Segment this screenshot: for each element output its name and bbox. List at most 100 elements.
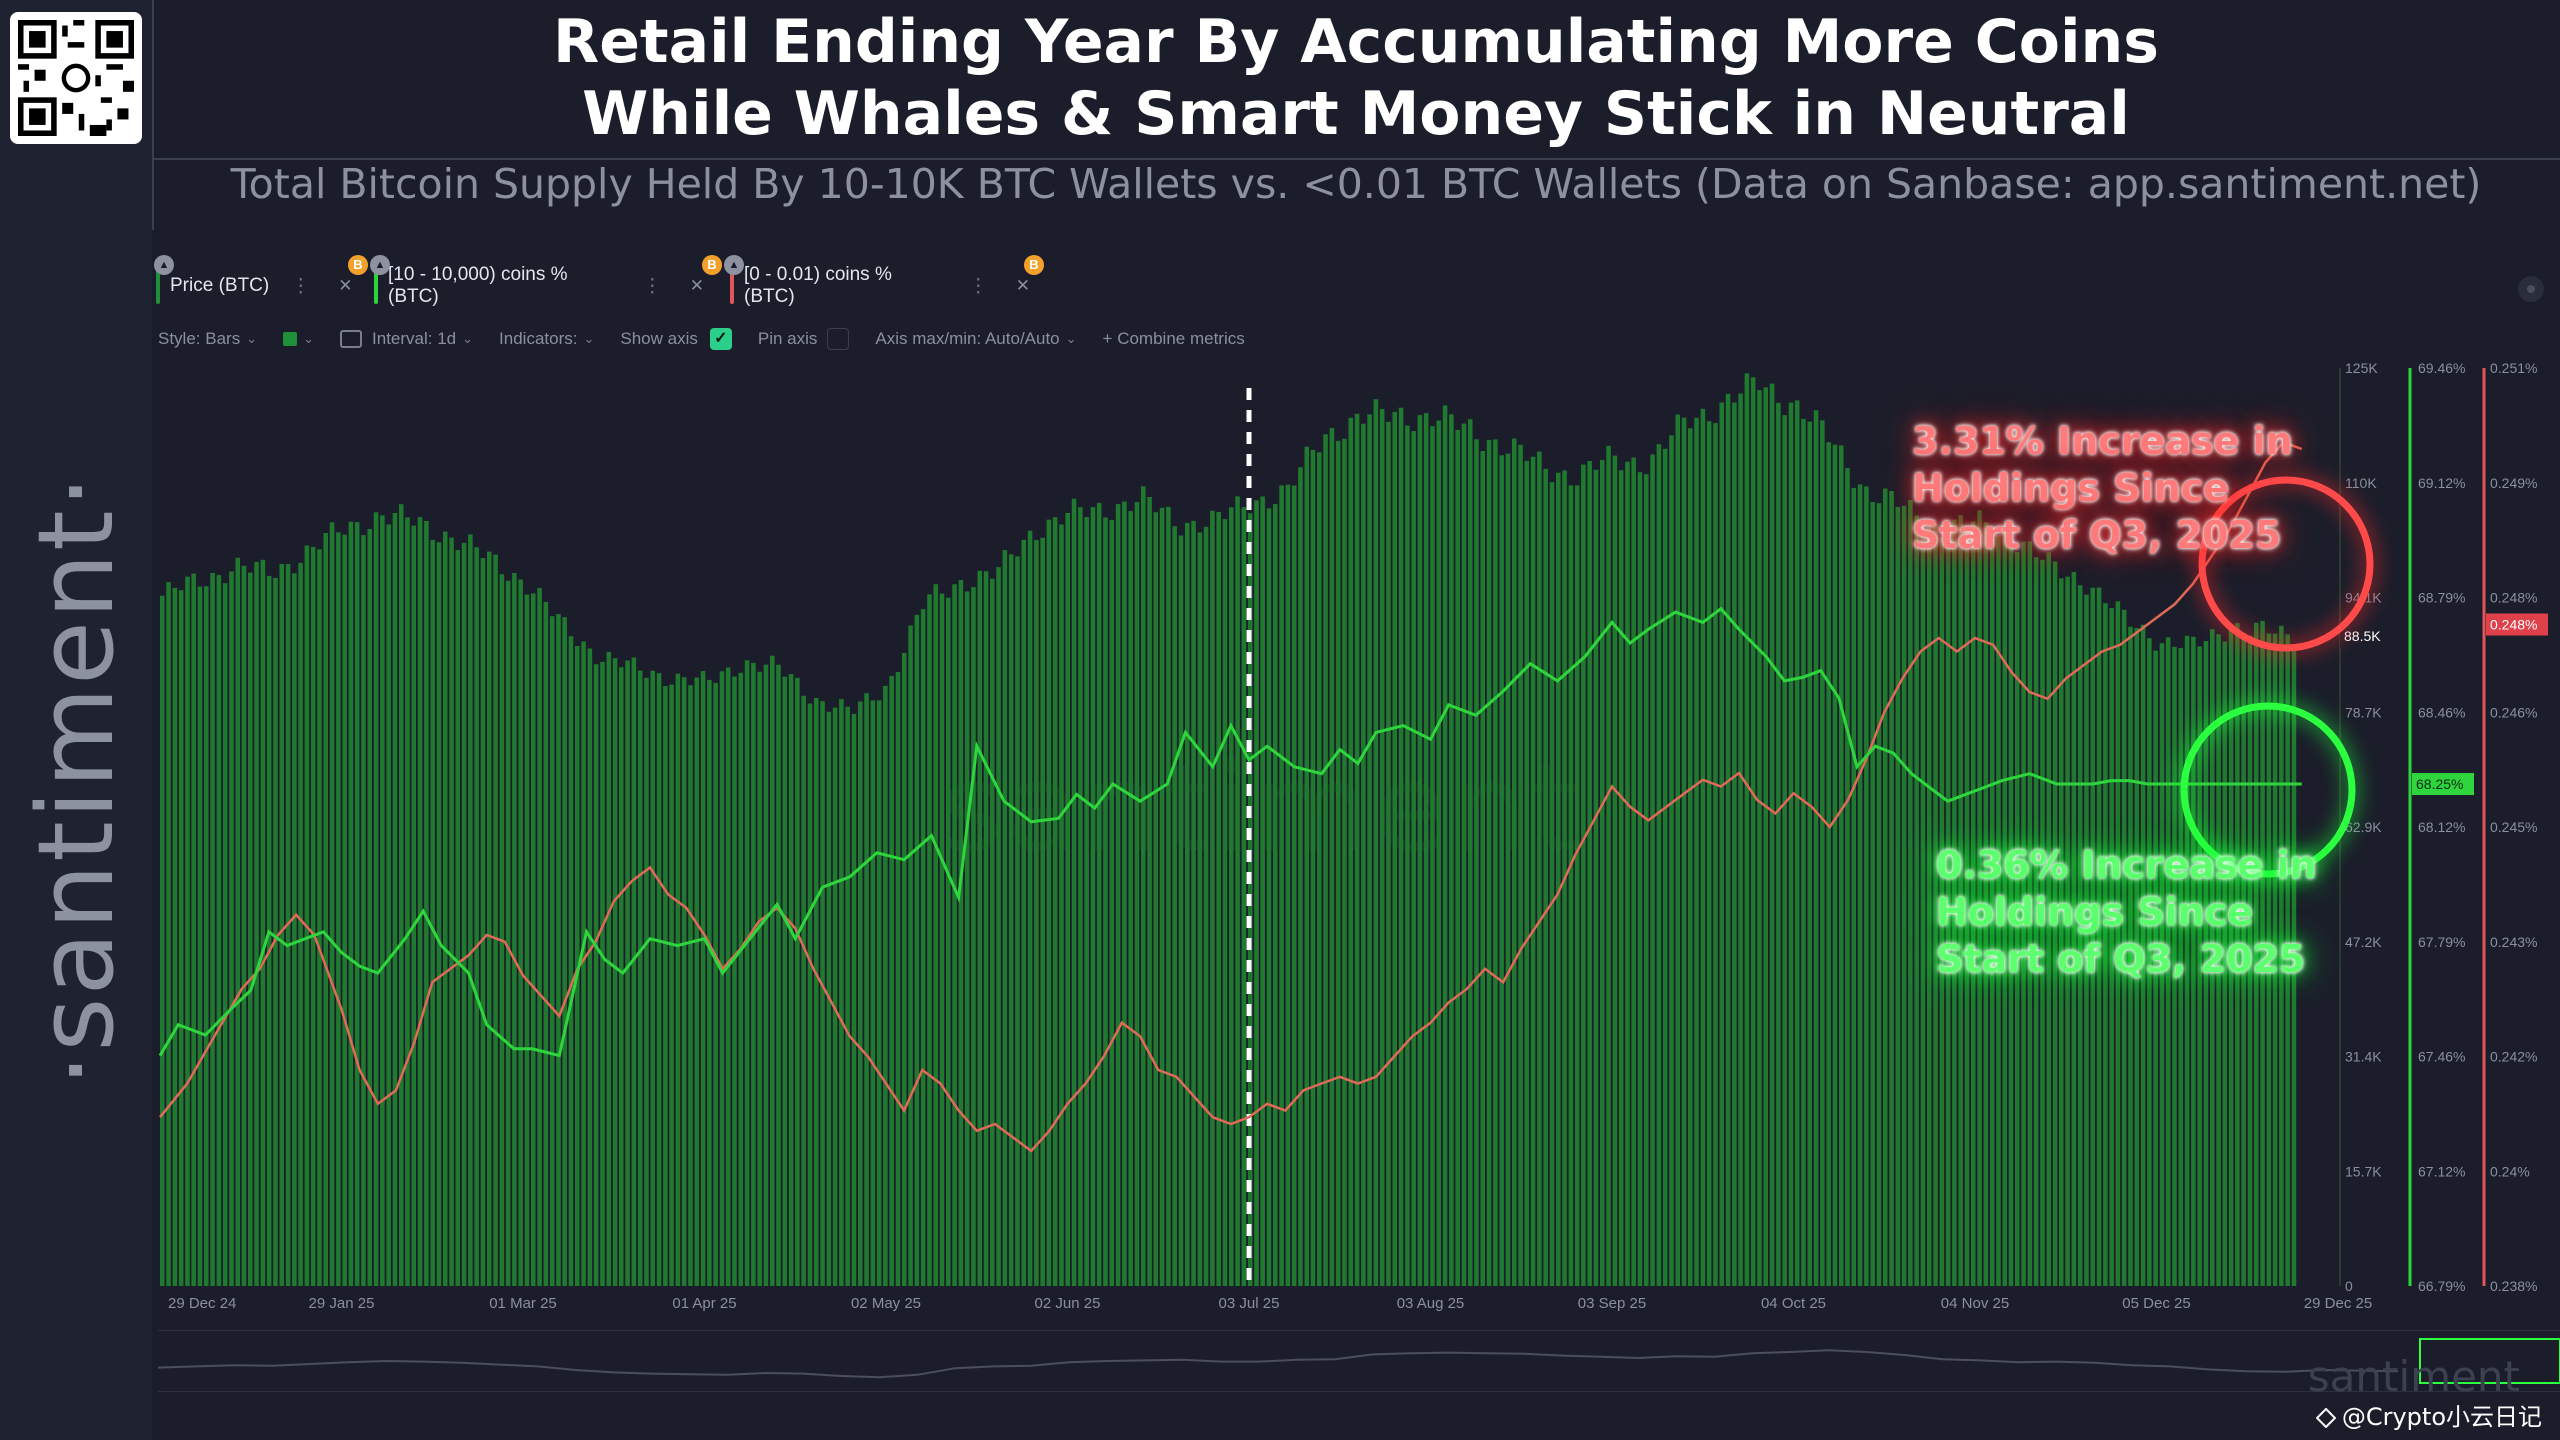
price-bar <box>461 542 467 1286</box>
price-bar <box>468 534 473 1286</box>
price-bar <box>178 590 184 1286</box>
price-bar <box>1008 554 1014 1286</box>
price-bar <box>323 533 329 1286</box>
price-bar <box>782 676 788 1286</box>
price-bar <box>1845 468 1850 1287</box>
price-bar <box>2260 620 2265 1286</box>
style-select[interactable]: Style: Bars ⌄ <box>158 329 257 349</box>
time-navigator[interactable] <box>157 1330 2560 1392</box>
navigator-window[interactable] <box>2419 1338 2560 1384</box>
price-bar <box>1002 550 1008 1286</box>
price-bar <box>1958 515 1963 1286</box>
price-bar <box>889 676 894 1286</box>
price-bar <box>1147 497 1152 1286</box>
price-bar <box>185 576 190 1286</box>
price-bar <box>1669 435 1674 1286</box>
price-bar <box>713 682 718 1286</box>
price-bar <box>1015 556 1020 1286</box>
axis-maxmin-select[interactable]: Axis max/min: Auto/Auto ⌄ <box>875 329 1076 349</box>
show-axis-label: Show axis <box>620 329 698 348</box>
price-bar <box>939 593 945 1286</box>
price-bar <box>166 582 171 1286</box>
red-highlight-circle <box>2198 476 2374 652</box>
price-bar <box>254 561 259 1286</box>
price-bar <box>776 664 781 1286</box>
x-tick-label: 01 Apr 25 <box>672 1295 736 1312</box>
indicators-select[interactable]: Indicators: ⌄ <box>499 329 594 349</box>
price-bar <box>336 532 341 1286</box>
price-bar <box>1606 445 1611 1286</box>
price-bar <box>1694 417 1699 1286</box>
checkbox-unchecked-icon[interactable] <box>827 328 850 350</box>
metric-chip-price[interactable]: Price (BTC) ⋮ ✕ <box>156 266 356 306</box>
price-bar <box>801 695 806 1286</box>
price-bar <box>1587 461 1592 1286</box>
price-bar <box>1348 417 1354 1286</box>
price-bar <box>2096 587 2102 1286</box>
price-bar <box>405 517 410 1286</box>
metric-menu-icon[interactable]: ⋮ <box>968 275 988 297</box>
price-bar <box>757 671 762 1286</box>
price-bar <box>304 545 310 1286</box>
price-bar <box>908 625 913 1286</box>
navigator-brand: santiment <box>2307 1352 2520 1401</box>
metric-menu-icon[interactable]: ⋮ <box>291 275 311 297</box>
price-bar <box>1826 442 1831 1286</box>
watermark-text: @Crypto小云日记 <box>2341 1403 2542 1431</box>
x-tick-label: 03 Jul 25 <box>1219 1295 1280 1312</box>
price-bar <box>650 670 656 1286</box>
combine-metrics-button[interactable]: + Combine metrics <box>1103 329 1245 349</box>
x-tick-label: 03 Aug 25 <box>1397 1295 1465 1312</box>
price-bar <box>858 701 863 1286</box>
price-bar <box>1895 507 1901 1286</box>
price-bar <box>1631 457 1636 1286</box>
price-bar <box>983 571 989 1286</box>
calendar-icon <box>340 330 363 348</box>
metric-label-whales: [10 - 10,000) coins % (BTC) <box>388 264 568 307</box>
price-bar <box>1650 454 1655 1286</box>
price-bar <box>2128 626 2133 1286</box>
price-bar <box>499 574 505 1286</box>
price-bar <box>386 524 391 1286</box>
price-bar <box>744 660 750 1286</box>
price-bar <box>2172 646 2177 1286</box>
metric-chip-retail[interactable]: [0 - 0.01) coins % (BTC) ⋮ ✕ <box>730 264 1030 307</box>
price-bar <box>1298 467 1303 1286</box>
price-bar <box>1134 502 1140 1287</box>
price-bar <box>1499 455 1504 1286</box>
price-bar <box>1474 439 1479 1286</box>
metric-menu-icon[interactable]: ⋮ <box>642 275 662 297</box>
price-bar <box>1323 434 1328 1286</box>
price-bar <box>851 713 857 1286</box>
checkbox-checked-icon[interactable]: ✓ <box>709 328 732 350</box>
color-select[interactable]: ⌄ <box>283 331 314 347</box>
price-bar <box>1273 504 1278 1287</box>
price-bar <box>342 534 347 1286</box>
x-tick-label: 04 Nov 25 <box>1941 1295 2009 1312</box>
metric-color-bar <box>730 270 734 304</box>
price-bar <box>814 698 819 1286</box>
metric-chip-whales[interactable]: [10 - 10,000) coins % (BTC) ⋮ ✕ <box>374 264 704 307</box>
price-bar <box>1977 510 1982 1286</box>
close-icon[interactable]: ✕ <box>338 276 353 295</box>
price-bar <box>487 551 492 1286</box>
show-axis-toggle[interactable]: Show axis ✓ <box>620 328 732 350</box>
price-bar <box>631 657 637 1286</box>
pin-axis-toggle[interactable]: Pin axis <box>758 328 850 350</box>
price-bar <box>1656 444 1662 1286</box>
price-bar <box>1059 524 1064 1286</box>
price-bar <box>1883 488 1888 1286</box>
whale-tick-label: 66.79% <box>2418 1278 2465 1294</box>
price-tick-label: 15.7K <box>2345 1163 2382 1179</box>
x-tick-label: 29 Dec 24 <box>168 1295 236 1312</box>
chart-settings-icon[interactable] <box>2518 276 2544 302</box>
price-bar <box>2071 571 2077 1286</box>
close-icon[interactable]: ✕ <box>689 276 704 295</box>
price-bar <box>2247 635 2253 1286</box>
price-bar <box>1172 526 1177 1286</box>
price-bar <box>1442 405 1448 1286</box>
interval-select[interactable]: Interval: 1d ⌄ <box>340 329 473 349</box>
navigator-line <box>157 1349 2399 1379</box>
close-icon[interactable]: ✕ <box>1015 276 1030 295</box>
green-annotation-line: Start of Q3, 2025 <box>1936 937 2306 981</box>
